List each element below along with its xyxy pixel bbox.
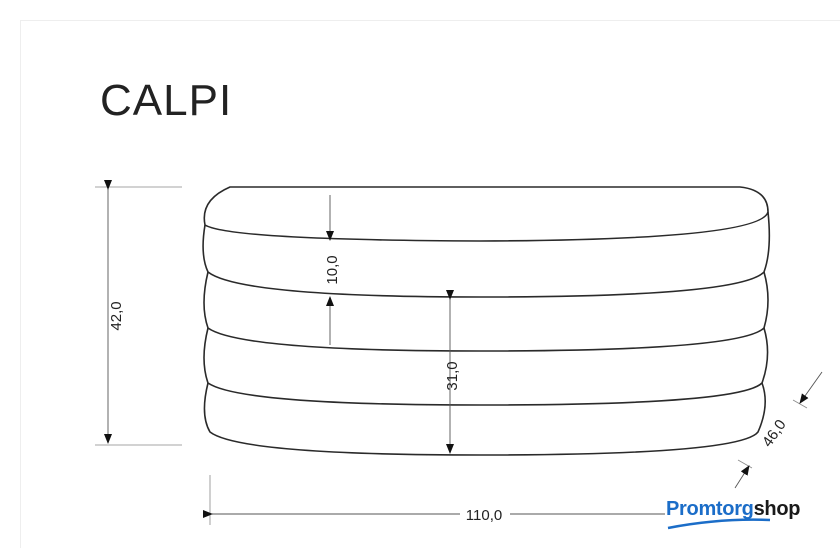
logo-swoosh <box>667 518 771 530</box>
dim-height-total: 42,0 <box>108 301 125 330</box>
brand-logo: Promtorgshop <box>666 498 800 521</box>
extension-lines <box>95 186 808 525</box>
logo-text-primary: Promtorg <box>666 498 754 520</box>
dim-seat-height: 31,0 <box>444 361 461 390</box>
dim-cushion-height: 10,0 <box>324 255 341 284</box>
product-title: CALPI <box>100 76 233 125</box>
dimension-lines <box>104 180 823 518</box>
bench-outline <box>202 186 771 456</box>
dim-width: 110,0 <box>466 507 502 524</box>
dim-depth: 46,0 <box>759 417 790 451</box>
frame <box>20 20 840 548</box>
logo-text-secondary: shop <box>753 498 801 520</box>
